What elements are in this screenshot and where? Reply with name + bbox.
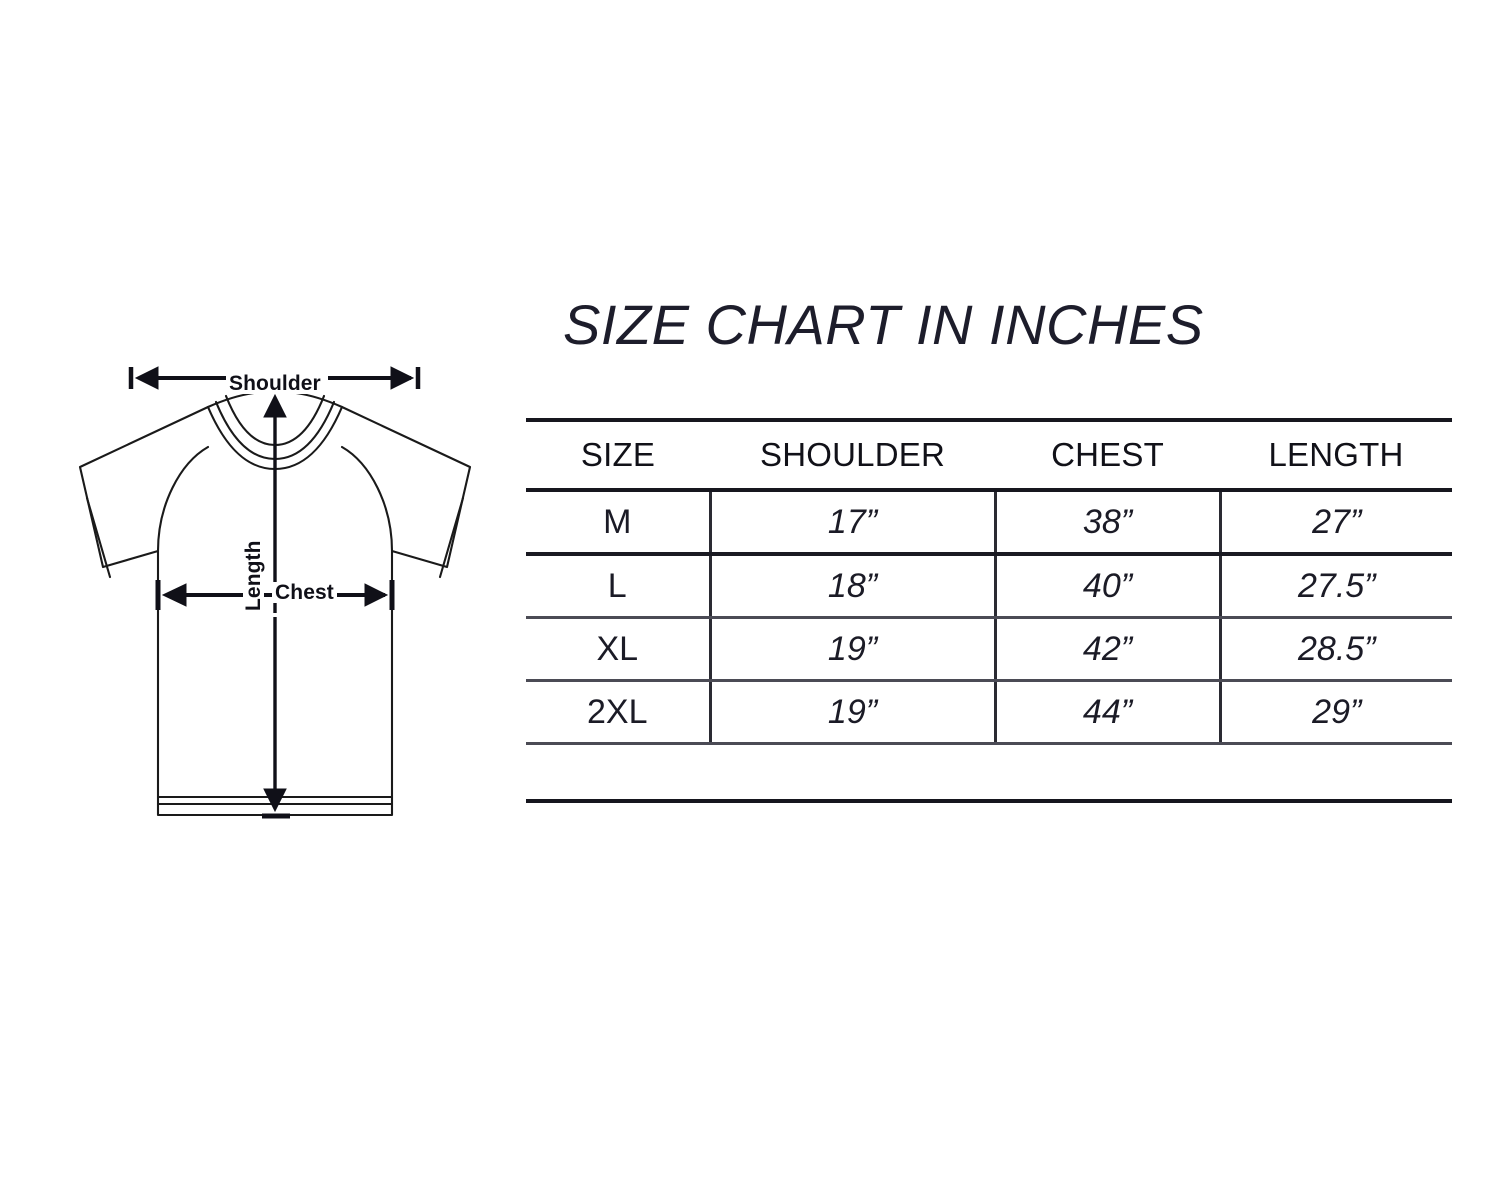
- empty-cell: [995, 743, 1220, 803]
- cell-size: M: [526, 490, 710, 556]
- page-title: SIZE CHART IN INCHES: [563, 293, 1204, 356]
- cell-shoulder: 19”: [708, 617, 995, 682]
- chest-label: Chest: [272, 582, 337, 603]
- cell-shoulder: 17”: [708, 490, 995, 556]
- spacer-cell: [710, 404, 995, 420]
- table-row: XL 19” 42” 28.5”: [526, 617, 1452, 682]
- size-chart-table: SIZE SHOULDER CHEST LENGTH M 17” 38” 27”…: [526, 404, 1452, 803]
- cell-length: 27.5”: [1218, 554, 1452, 619]
- cell-chest: 40”: [993, 554, 1220, 619]
- cell-chest: 38”: [993, 490, 1220, 556]
- table-header-row: SIZE SHOULDER CHEST LENGTH: [526, 418, 1452, 492]
- cell-chest: 44”: [993, 680, 1220, 745]
- length-label: Length: [242, 536, 265, 615]
- cell-size: L: [526, 554, 710, 619]
- table-row: M 17” 38” 27”: [526, 490, 1452, 556]
- empty-cell: [526, 743, 710, 803]
- chest-dimension-arrow: [155, 580, 395, 610]
- cell-length: 29”: [1218, 680, 1452, 745]
- shoulder-label: Shoulder: [226, 373, 324, 394]
- cell-chest: 42”: [993, 617, 1220, 682]
- column-header-length: LENGTH: [1220, 418, 1452, 492]
- tshirt-illustration: [78, 366, 472, 819]
- cell-shoulder: 18”: [708, 554, 995, 619]
- shoulder-dimension-arrow: [128, 366, 421, 390]
- column-header-chest: CHEST: [995, 418, 1220, 492]
- table-empty-row: [526, 743, 1452, 803]
- table-row: 2XL 19” 44” 29”: [526, 680, 1452, 745]
- table-top-spacer: [526, 404, 1452, 420]
- spacer-cell: [995, 404, 1220, 420]
- empty-cell: [710, 743, 995, 803]
- column-header-size: SIZE: [526, 418, 710, 492]
- spacer-cell: [1220, 404, 1452, 420]
- empty-cell: [1220, 743, 1452, 803]
- cell-length: 28.5”: [1218, 617, 1452, 682]
- cell-length: 27”: [1218, 490, 1452, 556]
- spacer-cell: [526, 404, 710, 420]
- cell-shoulder: 19”: [708, 680, 995, 745]
- size-chart-table-wrapper: SIZE SHOULDER CHEST LENGTH M 17” 38” 27”…: [526, 404, 1452, 803]
- table-header: SIZE SHOULDER CHEST LENGTH: [526, 404, 1452, 492]
- cell-size: XL: [526, 617, 710, 682]
- table-row: L 18” 40” 27.5”: [526, 554, 1452, 619]
- cell-size: 2XL: [526, 680, 710, 745]
- column-header-shoulder: SHOULDER: [710, 418, 995, 492]
- tshirt-measurement-diagram: Shoulder Chest Length: [40, 355, 510, 855]
- table-body: M 17” 38” 27” L 18” 40” 27.5” XL 19” 42”…: [526, 490, 1452, 803]
